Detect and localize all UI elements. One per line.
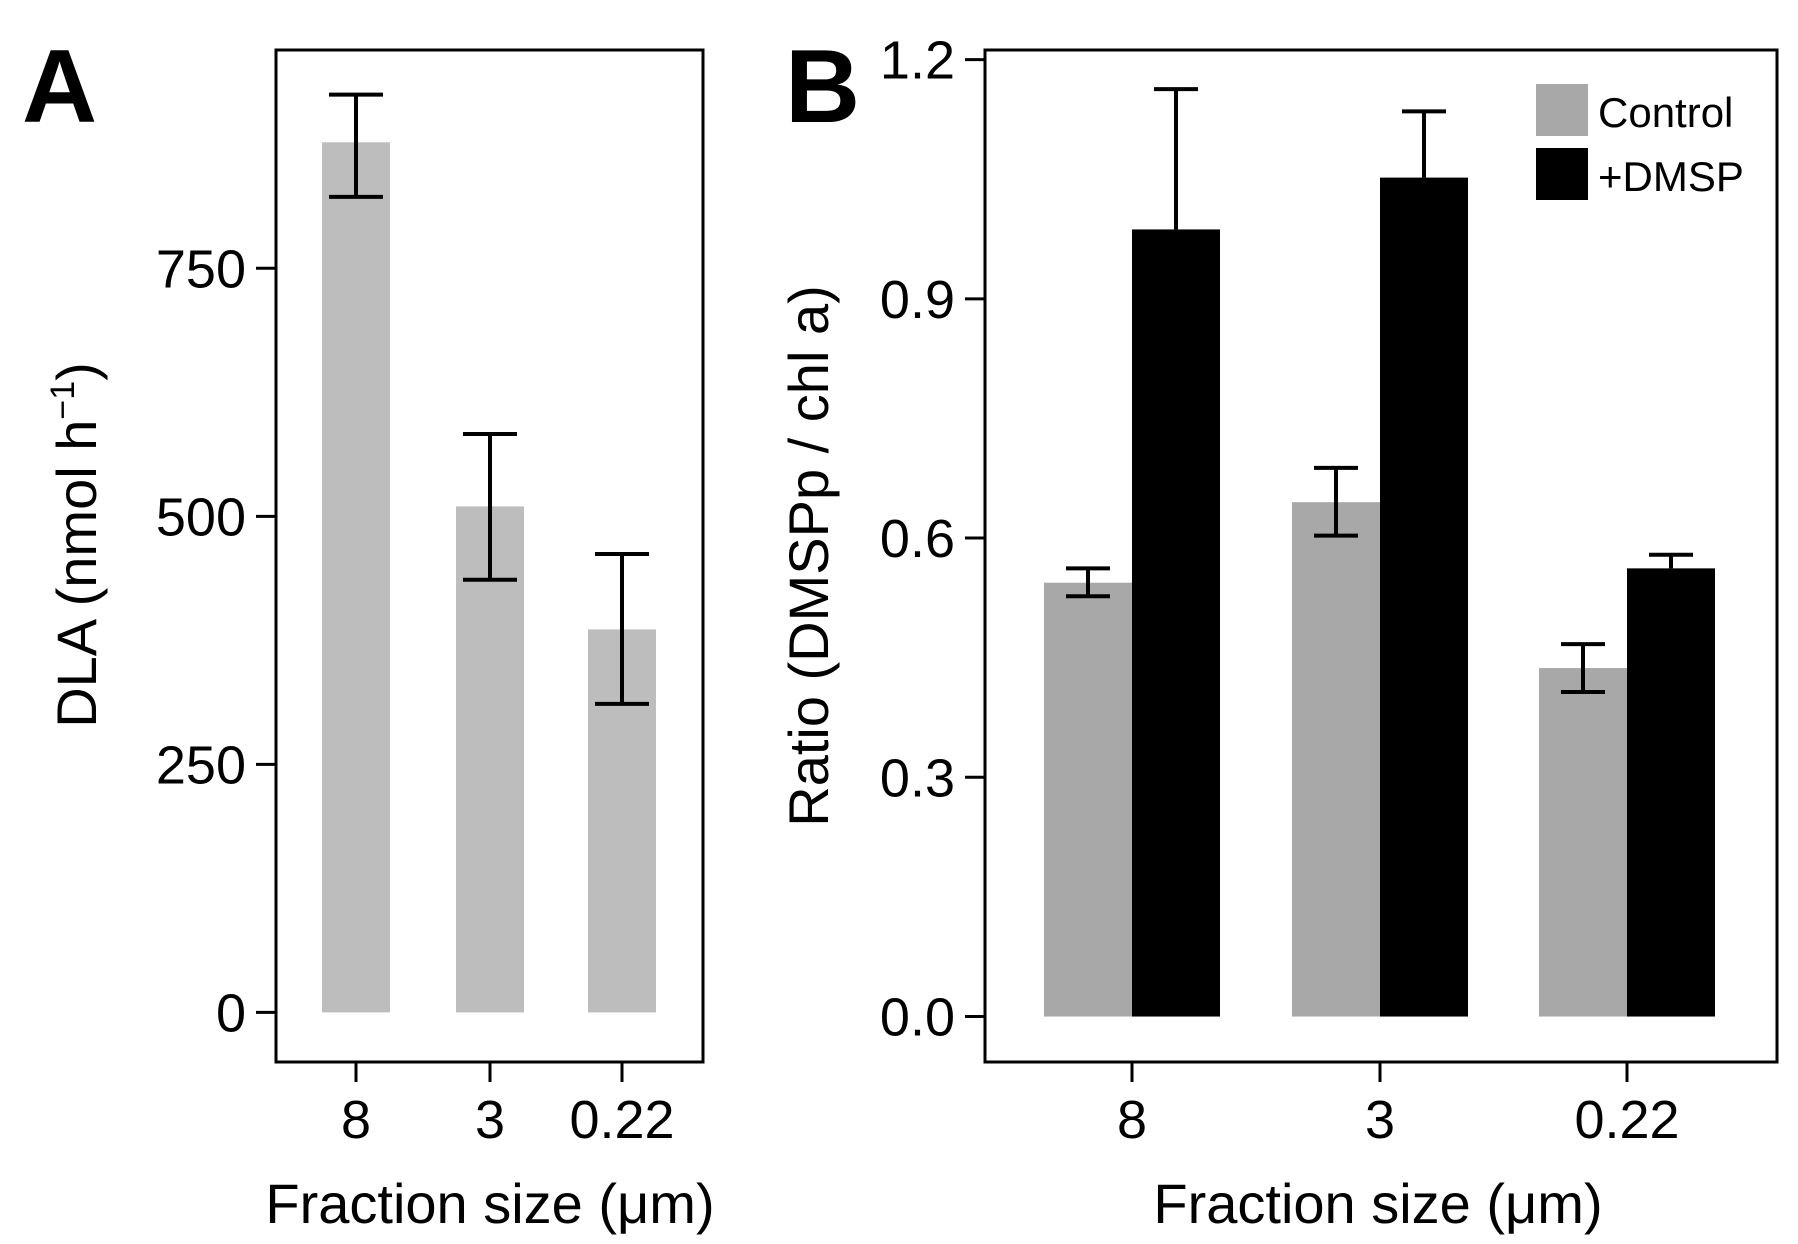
panel-b-bars — [1044, 177, 1715, 1017]
y-tick-label: 0.6 — [880, 509, 955, 569]
x-tick-label: 8 — [1117, 1090, 1147, 1150]
x-tick-label: 0.22 — [1574, 1090, 1679, 1150]
y-tick-label: 0.0 — [880, 988, 955, 1048]
legend-swatch-dmsp — [1536, 148, 1588, 200]
x-tick-label: 0.22 — [569, 1090, 674, 1150]
panel-a-y-axis-title-main: DLA (nmol h — [45, 420, 108, 728]
y-tick-label: 0.9 — [880, 270, 955, 330]
y-tick-label: 750 — [156, 239, 246, 299]
panel-b-legend: Control +DMSP — [1536, 84, 1744, 200]
x-tick-label: 3 — [475, 1090, 505, 1150]
b-bar — [1380, 177, 1468, 1017]
b-bar — [1539, 668, 1627, 1017]
b-bar — [1627, 568, 1715, 1017]
a-bar — [456, 506, 524, 1013]
y-tick-label: 1.2 — [880, 31, 955, 91]
panel-a-y-axis-title: DLA (nmol h−1) — [44, 362, 108, 728]
panel-a-y-axis-title-superscript: −1 — [44, 381, 82, 420]
panel-a-letter: A — [22, 29, 97, 145]
panel-a-bars — [322, 142, 656, 1013]
b-bar — [1044, 582, 1132, 1017]
panel-a-x-axis: 8 3 0.22 — [341, 1062, 675, 1150]
panel-b-y-axis: 0.0 0.3 0.6 0.9 1.2 — [880, 31, 985, 1048]
y-tick-label: 500 — [156, 487, 246, 547]
b-bar — [1132, 229, 1220, 1017]
panel-b-chart: B 0.00.30.60.91.2 8 3 0.22 Control +DMSP F… — [777, 29, 1779, 1235]
panel-a-y-axis: 0 250 500 750 — [156, 239, 276, 1043]
x-tick-label: 3 — [1365, 1090, 1395, 1150]
y-tick-label: 0.3 — [880, 748, 955, 808]
x-tick-label: 8 — [341, 1090, 371, 1150]
y-tick-label: 0 — [216, 983, 246, 1043]
panel-b-letter: B — [785, 29, 860, 145]
a-bar — [322, 142, 390, 1013]
legend-swatch-control — [1536, 84, 1588, 136]
panel-a-x-axis-title: Fraction size (μm) — [265, 1172, 714, 1235]
panel-b-x-axis-title: Fraction size (μm) — [1153, 1172, 1602, 1235]
panel-a-y-axis-title-close: ) — [45, 362, 108, 381]
panel-b-error-bars — [1066, 87, 1693, 694]
panel-b-x-axis: 8 3 0.22 — [1117, 1062, 1680, 1150]
b-bar — [1292, 502, 1380, 1017]
y-tick-label: 250 — [156, 735, 246, 795]
legend-label-dmsp: +DMSP — [1598, 153, 1744, 200]
panel-a-error-bars — [329, 92, 649, 706]
legend-label-control: Control — [1598, 89, 1733, 136]
panel-b-y-axis-title: Ratio (DMSPp / chl a) — [777, 285, 840, 827]
